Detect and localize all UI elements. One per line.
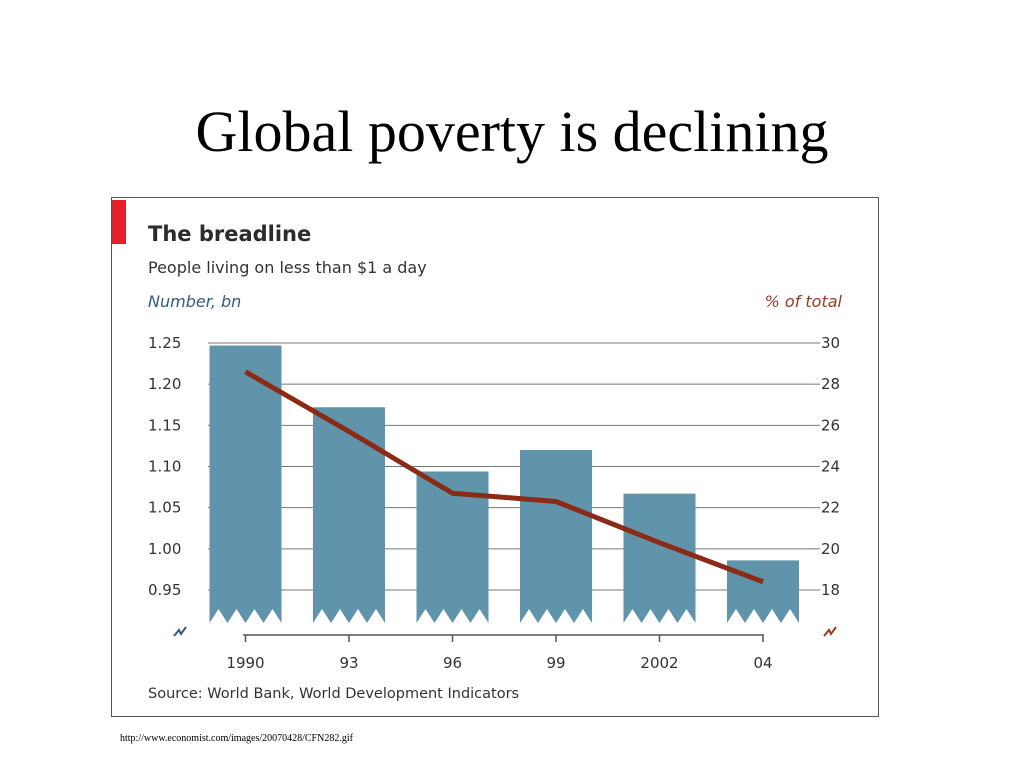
chart-source: Source: World Bank, World Development In… (148, 686, 520, 702)
y-tick-label: 1.15 (148, 416, 181, 434)
y-axis-label-right: % of total (764, 292, 842, 311)
x-tick-label: 99 (546, 654, 565, 672)
x-tick-label: 93 (339, 654, 358, 672)
y2-tick-label: 24 (821, 458, 840, 476)
y-tick-label: 1.10 (148, 458, 181, 476)
bar (313, 407, 385, 623)
axis-break-right-icon (823, 626, 837, 637)
bar (623, 493, 696, 623)
y-tick-label: 0.95 (148, 581, 181, 599)
bar (416, 471, 489, 623)
chart-plot: 1.25 1.20 1.15 1.10 1.05 1.00 0.95 30 28 26 24 22 20… (148, 334, 840, 672)
y2-tick-label: 20 (821, 540, 840, 558)
accent-bar (112, 200, 126, 244)
x-tick-label: 04 (753, 654, 772, 672)
chart-subtitle: People living on less than $1 a day (148, 258, 427, 277)
slide-title: Global poverty is declining (195, 99, 829, 164)
source-url: http://www.economist.com/images/20070428… (120, 733, 353, 744)
y2-tick-label: 26 (821, 416, 840, 434)
y2-tick-label: 28 (821, 375, 840, 393)
series-line (244, 369, 764, 585)
y2-tick-label: 22 (821, 499, 840, 517)
y-axis-label-left: Number, bn (148, 292, 242, 311)
y-tick-label: 1.05 (148, 499, 181, 517)
chart-title: The breadline (148, 222, 312, 246)
y-tick-label: 1.25 (148, 334, 181, 352)
y-tick-label: 1.00 (148, 540, 181, 558)
bar (520, 450, 592, 623)
bar (209, 345, 282, 623)
y-tick-label: 1.20 (148, 375, 181, 393)
axis-break-left-icon (173, 626, 187, 637)
x-tick-label: 1990 (226, 654, 264, 672)
chart-frame: The breadline People living on less than… (111, 197, 879, 717)
y2-tick-label: 18 (821, 581, 840, 599)
y2-tick-label: 30 (821, 334, 840, 352)
x-tick-label: 2002 (640, 654, 678, 672)
x-tick-label: 96 (443, 654, 462, 672)
